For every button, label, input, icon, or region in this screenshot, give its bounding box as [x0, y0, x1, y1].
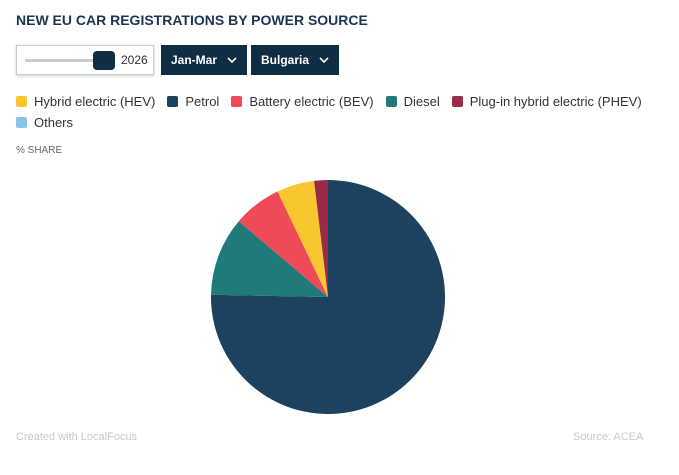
legend-item: Petrol — [167, 94, 219, 109]
legend-label: Plug-in hybrid electric (PHEV) — [469, 94, 642, 109]
pie-slice — [277, 180, 328, 297]
legend-item: Battery electric (BEV) — [231, 94, 374, 109]
legend-item: Others — [16, 115, 73, 130]
legend-item: Diesel — [385, 94, 440, 109]
axis-label: % SHARE — [16, 145, 63, 156]
legend-label: Diesel — [403, 94, 440, 109]
chevron — [319, 57, 329, 63]
pie-slice — [211, 221, 328, 297]
period-dropdown[interactable]: Jan-Mar — [161, 45, 248, 75]
legend: Hybrid electric (HEV) Petrol Battery elect… — [16, 94, 656, 130]
slider-knob[interactable] — [93, 51, 115, 70]
source: Source: ACEA — [573, 431, 644, 443]
year-label: 2026 — [121, 53, 148, 67]
country-dropdown[interactable]: Bulgaria — [251, 45, 340, 75]
pie-slice — [314, 180, 328, 297]
chevron — [227, 57, 237, 63]
legend-swatch — [16, 117, 27, 128]
legend-swatch — [167, 96, 179, 107]
legend-label: Hybrid electric (HEV) — [34, 94, 156, 109]
legend-swatch — [231, 96, 243, 107]
pie-slice — [238, 191, 328, 297]
legend-label: Others — [34, 115, 74, 130]
legend-swatch — [385, 96, 397, 107]
pie-chart — [211, 180, 445, 414]
legend-label: Battery electric (BEV) — [249, 94, 374, 109]
legend-swatch — [16, 96, 27, 107]
legend-swatch — [451, 96, 463, 107]
country-label: Bulgaria — [261, 53, 310, 67]
period-label: Jan-Mar — [171, 53, 218, 67]
legend-item: Hybrid electric (HEV) — [16, 94, 155, 109]
credit: Created with LocalFocus — [16, 431, 138, 443]
legend-item: Plug-in hybrid electric (PHEV) — [451, 94, 642, 109]
chart-title: NEW EU CAR REGISTRATIONS BY POWER SOURCE — [16, 12, 368, 28]
slider-track — [25, 59, 107, 62]
year-slider[interactable]: 2026 — [16, 45, 154, 75]
legend-label: Petrol — [185, 94, 220, 109]
